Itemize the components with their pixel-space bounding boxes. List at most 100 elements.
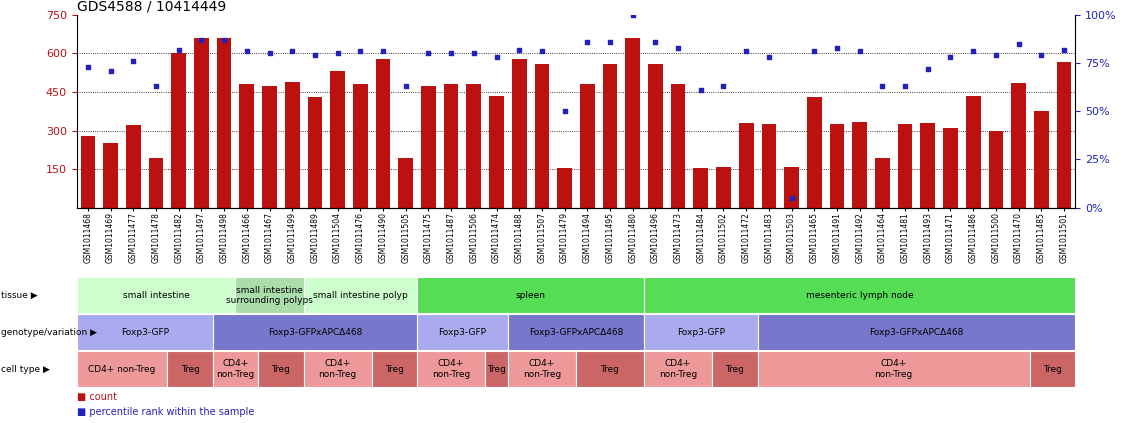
Text: Foxp3-GFPxAPCΔ468: Foxp3-GFPxAPCΔ468 [529,328,623,337]
Text: Treg: Treg [488,365,506,374]
Bar [104,143,118,208]
Bar [1034,111,1048,208]
Point [148,83,166,90]
Text: CD4+
non-Treg: CD4+ non-Treg [659,360,697,379]
Point [805,48,823,55]
Bar [466,84,481,208]
Point [850,48,868,55]
Text: CD4+
non-Treg: CD4+ non-Treg [875,360,913,379]
Text: GDS4588 / 10414449: GDS4588 / 10414449 [77,0,226,14]
Point [488,54,506,60]
Bar [716,167,731,208]
Text: Treg: Treg [725,365,744,374]
Bar [262,85,277,208]
Text: small intestine polyp: small intestine polyp [313,291,408,300]
Text: ■ count: ■ count [77,392,117,402]
Text: CD4+
non-Treg: CD4+ non-Treg [522,360,561,379]
Bar [444,84,458,208]
Point [783,195,801,201]
Point [351,48,369,55]
Text: genotype/variation ▶: genotype/variation ▶ [1,328,97,337]
Point [624,11,642,18]
Point [374,48,392,55]
Bar [307,97,322,208]
Bar [784,167,799,208]
Point [329,50,347,57]
Point [738,48,756,55]
Bar [399,157,413,208]
Point [443,50,461,57]
Bar [194,38,208,208]
Bar [285,82,300,208]
Point [1033,52,1051,59]
Point [760,54,778,60]
Bar [1056,62,1071,208]
Bar [920,123,936,208]
Text: mesenteric lymph node: mesenteric lymph node [806,291,913,300]
Text: ■ percentile rank within the sample: ■ percentile rank within the sample [77,407,254,417]
Text: spleen: spleen [516,291,546,300]
Text: Treg: Treg [271,365,291,374]
Point [964,48,982,55]
Bar [602,64,617,208]
Point [306,52,324,59]
Point [874,83,892,90]
Text: Foxp3-GFP: Foxp3-GFP [438,328,486,337]
Point [896,83,914,90]
Text: Treg: Treg [1043,365,1062,374]
Text: small intestine
surrounding polyps: small intestine surrounding polyps [226,286,313,305]
Text: Foxp3-GFP: Foxp3-GFP [677,328,725,337]
Point [715,83,733,90]
Bar [966,96,981,208]
Text: Foxp3-GFP: Foxp3-GFP [120,328,169,337]
Point [419,50,437,57]
Point [101,67,119,74]
Point [260,50,278,57]
Point [170,46,188,53]
Text: CD4+
non-Treg: CD4+ non-Treg [319,360,357,379]
Text: Foxp3-GFPxAPCΔ468: Foxp3-GFPxAPCΔ468 [268,328,363,337]
Bar [761,124,776,208]
Bar [81,136,96,208]
Point [124,58,142,64]
Bar [897,124,912,208]
Point [1010,40,1028,47]
Bar [149,157,163,208]
Bar [580,84,595,208]
Point [238,48,256,55]
Bar [535,64,549,208]
Point [555,108,573,115]
Bar [875,157,890,208]
Point [215,36,233,43]
Text: CD4+
non-Treg: CD4+ non-Treg [432,360,471,379]
Bar [216,38,232,208]
Bar [944,128,958,208]
Bar [1011,83,1026,208]
Point [669,44,687,51]
Bar [240,84,254,208]
Bar [376,58,391,208]
Bar [171,53,186,208]
Point [1055,46,1073,53]
Point [533,48,551,55]
Bar [807,97,822,208]
Text: small intestine: small intestine [123,291,189,300]
Text: Foxp3-GFPxAPCΔ468: Foxp3-GFPxAPCΔ468 [869,328,964,337]
Point [919,66,937,72]
Text: Treg: Treg [385,365,404,374]
Text: CD4+
non-Treg: CD4+ non-Treg [216,360,254,379]
Text: Treg: Treg [180,365,199,374]
Point [284,48,302,55]
Point [465,50,483,57]
Bar [557,168,572,208]
Point [79,63,97,70]
Bar [421,85,436,208]
Text: Treg: Treg [600,365,619,374]
Text: CD4+ non-Treg: CD4+ non-Treg [88,365,155,374]
Point [986,52,1004,59]
Text: cell type ▶: cell type ▶ [1,365,50,374]
Point [579,38,597,45]
Point [646,38,664,45]
Point [510,46,528,53]
Bar [649,64,663,208]
